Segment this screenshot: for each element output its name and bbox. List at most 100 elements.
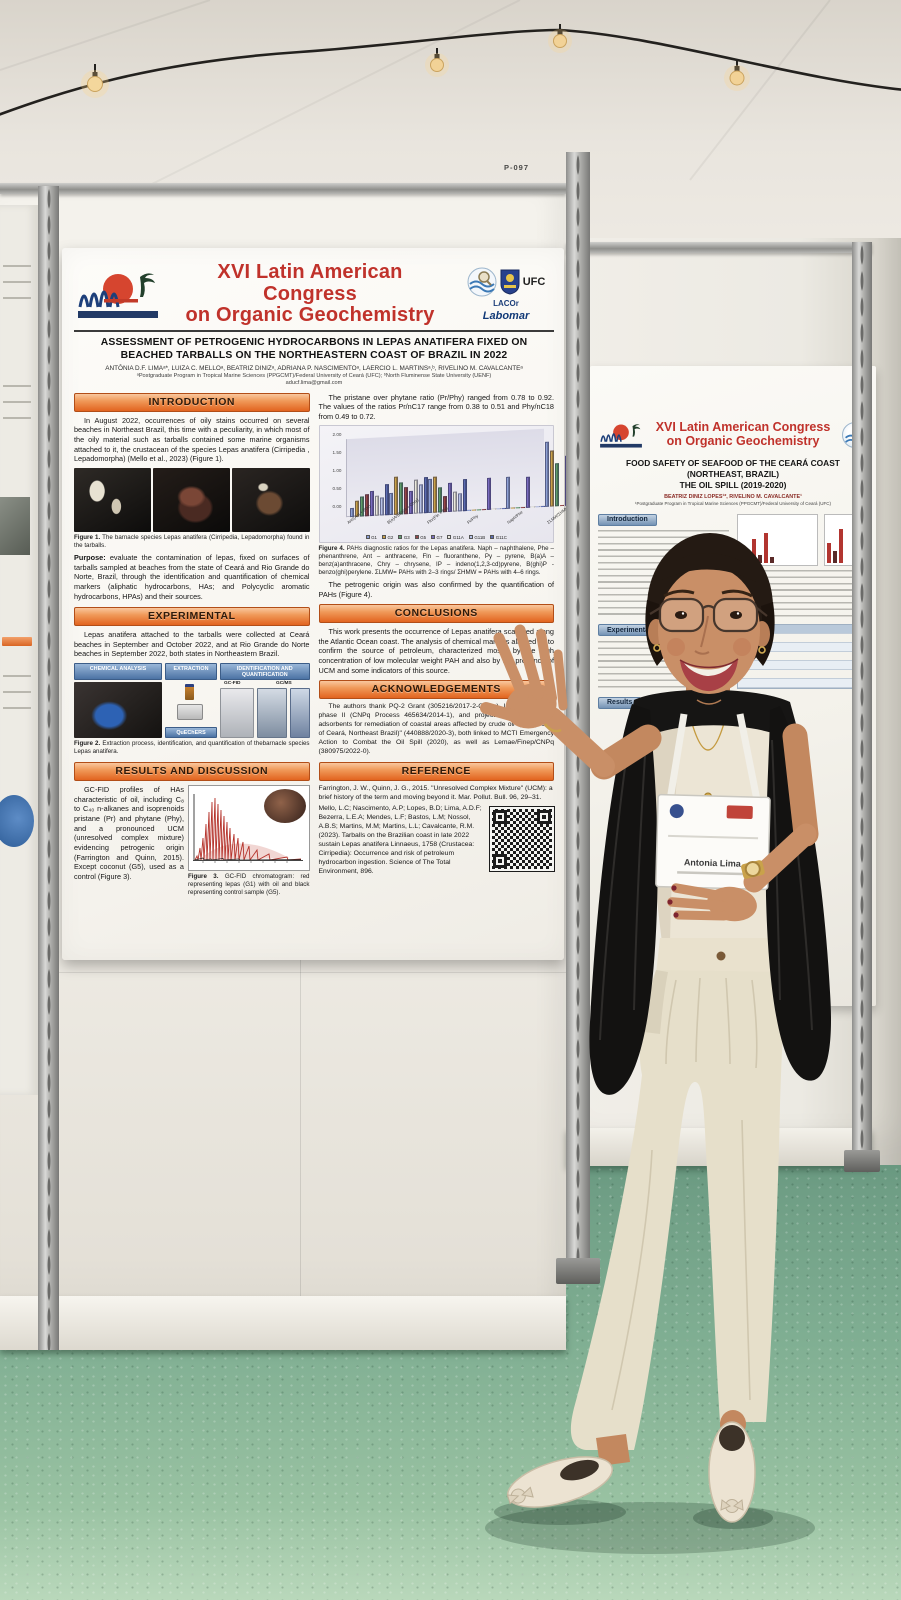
congress-logo	[74, 267, 162, 321]
ratios-text: The pristane over phytane ratio (Pr/Phy)…	[319, 393, 555, 422]
figure1-photos	[74, 467, 310, 532]
acknowledgements-paragraph: The authors thank PQ-2 Grant (305216/201…	[318, 703, 555, 756]
purpose-label: Purpose:	[74, 553, 106, 563]
ratios-paragraph: The pristane over phytane ratio (Pr/Phy)…	[318, 392, 555, 422]
legend-item: G1	[365, 534, 377, 540]
poster-header: XVI Latin American Congress on Organic G…	[74, 261, 554, 327]
bracelet	[544, 723, 562, 733]
legend-swatch	[490, 535, 495, 540]
adjacent-poster-logo	[0, 795, 34, 847]
eyebrow-left	[663, 589, 695, 598]
vial-icon	[185, 684, 194, 701]
aluminum-rail-top-left	[0, 183, 566, 194]
chin-shadow	[696, 699, 722, 705]
shoe-right	[708, 1421, 756, 1523]
legend-label: G7	[436, 534, 443, 540]
panel-seam	[40, 972, 566, 973]
finger	[671, 883, 727, 901]
poster-email: aducf.lima@gmail.com	[285, 379, 343, 386]
legend-swatch	[381, 535, 386, 540]
legend-swatch	[468, 535, 473, 540]
pole-foot	[844, 1150, 880, 1172]
figure4-bar-chart: 2.001.501.000.500.00 Ant/(Ant + Phe)B(a)…	[318, 424, 584, 543]
legend-item: G5	[414, 535, 426, 540]
sun-icon	[103, 274, 133, 305]
reference-1: Farrington, J. W., Quinn, J. G., 2015. "…	[318, 785, 553, 802]
figure4-caption-text: PAHs diagnostic ratios for the Lepas ana…	[318, 544, 555, 576]
second-poster-affiliation: ¹Postgraduate Program in Tropical Marine…	[634, 500, 832, 506]
wristwatch	[741, 860, 765, 879]
chromatogram-plot	[193, 794, 303, 864]
cardigan-right-panel	[765, 706, 831, 1081]
lacor-logo-icon	[467, 267, 497, 297]
results-paragraph: GC-FID profiles of HAs characteristic of…	[74, 785, 184, 881]
purpose-text: Purpose: evaluate the contamination of l…	[74, 553, 310, 601]
ankle-left	[596, 1434, 630, 1466]
light-bulbs	[81, 24, 750, 98]
aluminum-rail-top-right	[566, 242, 872, 253]
figure2-caption-label: Figure 2.	[74, 740, 101, 748]
gcfid-label: GC-FID	[224, 681, 241, 687]
badge-logo-right	[726, 805, 753, 820]
board-number-label: P-097	[504, 163, 530, 172]
figure1-caption-label: Figure 1.	[74, 533, 101, 541]
adjacent-poster-image	[0, 497, 30, 555]
second-congress-line1: XVI Latin American Congress	[655, 420, 831, 435]
shaker-icon	[177, 704, 203, 721]
figure3-caption: Figure 3. GC-FID chromatogram: red repre…	[188, 873, 310, 897]
cardigan-shoulders	[626, 689, 802, 748]
legend-item: G11B	[468, 535, 485, 540]
gc-ms-instrument-b	[290, 688, 310, 739]
petrogenic-text: The petrogenic origin was also confirmed…	[319, 580, 555, 599]
poster-authors: ANTÔNIA D.F. LIMAᵃ*, LUIZA C. MELLOᵃ, BE…	[105, 364, 523, 372]
legend-item: G11A	[447, 534, 464, 540]
second-poster-title-line2: THE OIL SPILL (2019-2020)	[679, 479, 787, 490]
legend-label: G1	[371, 534, 377, 540]
legend-swatch	[398, 535, 403, 540]
waist-button	[716, 951, 726, 961]
second-poster-congress-title: XVI Latin American Congress on Organic G…	[648, 420, 838, 449]
eyebrow-right	[721, 589, 753, 598]
section-header-acknowledgements: ACKNOWLEDGEMENTS	[318, 680, 554, 700]
eye-right	[730, 611, 742, 619]
adjacent-poster-left	[0, 205, 38, 1095]
ceiling-seam	[119, 0, 521, 201]
ufc-crest-icon	[500, 269, 520, 295]
figure2-extraction-icons: QuEChERS	[165, 682, 217, 739]
legend-item: G11C	[490, 535, 507, 540]
eye-glint	[736, 612, 740, 615]
finger	[536, 629, 557, 703]
introduction-paragraph: In August 2022, occurrences of oily stai…	[74, 415, 310, 464]
nose	[694, 615, 710, 655]
figure3-chromatogram	[188, 785, 310, 872]
congress-logo-small	[598, 418, 644, 452]
finger	[514, 624, 544, 700]
legend-label: G11C	[495, 534, 507, 540]
divider	[74, 329, 554, 332]
blush-right	[733, 638, 751, 656]
pants-creases	[611, 977, 758, 1411]
section-header-results: RESULTS AND DISCUSSION	[74, 762, 310, 782]
figure2-diagram: CHEMICAL ANALYSIS EXTRACTION IDENTIFICAT…	[74, 663, 310, 739]
legend-swatch	[365, 535, 370, 540]
head	[645, 533, 775, 705]
quechers-label: QuEChERS	[165, 727, 217, 739]
eye-glint	[681, 612, 685, 615]
fingernail	[667, 899, 673, 905]
legend-label: G11A	[452, 534, 464, 540]
figure3-block: Figure 3. GC-FID chromatogram: red repre…	[188, 785, 310, 897]
legend-swatch	[414, 535, 419, 540]
lanyard-left	[666, 713, 688, 801]
second-congress-line2: on Organic Geochemistry	[666, 434, 820, 448]
figure2-instruments: GC-FID GC/MS	[220, 681, 310, 739]
figure4-caption: Figure 4. PAHs diagnostic ratios for the…	[319, 545, 555, 577]
figure2-step-identification: IDENTIFICATION AND QUANTIFICATION	[220, 663, 310, 681]
raised-arm	[480, 624, 662, 780]
left-arm	[667, 723, 819, 922]
aluminum-pole-left	[38, 186, 59, 1350]
acknowledgements-text: The authors thank PQ-2 Grant (305216/201…	[319, 703, 555, 757]
congress-title-line1: XVI Latin American Congress	[217, 261, 403, 305]
legend-swatch	[447, 535, 452, 540]
